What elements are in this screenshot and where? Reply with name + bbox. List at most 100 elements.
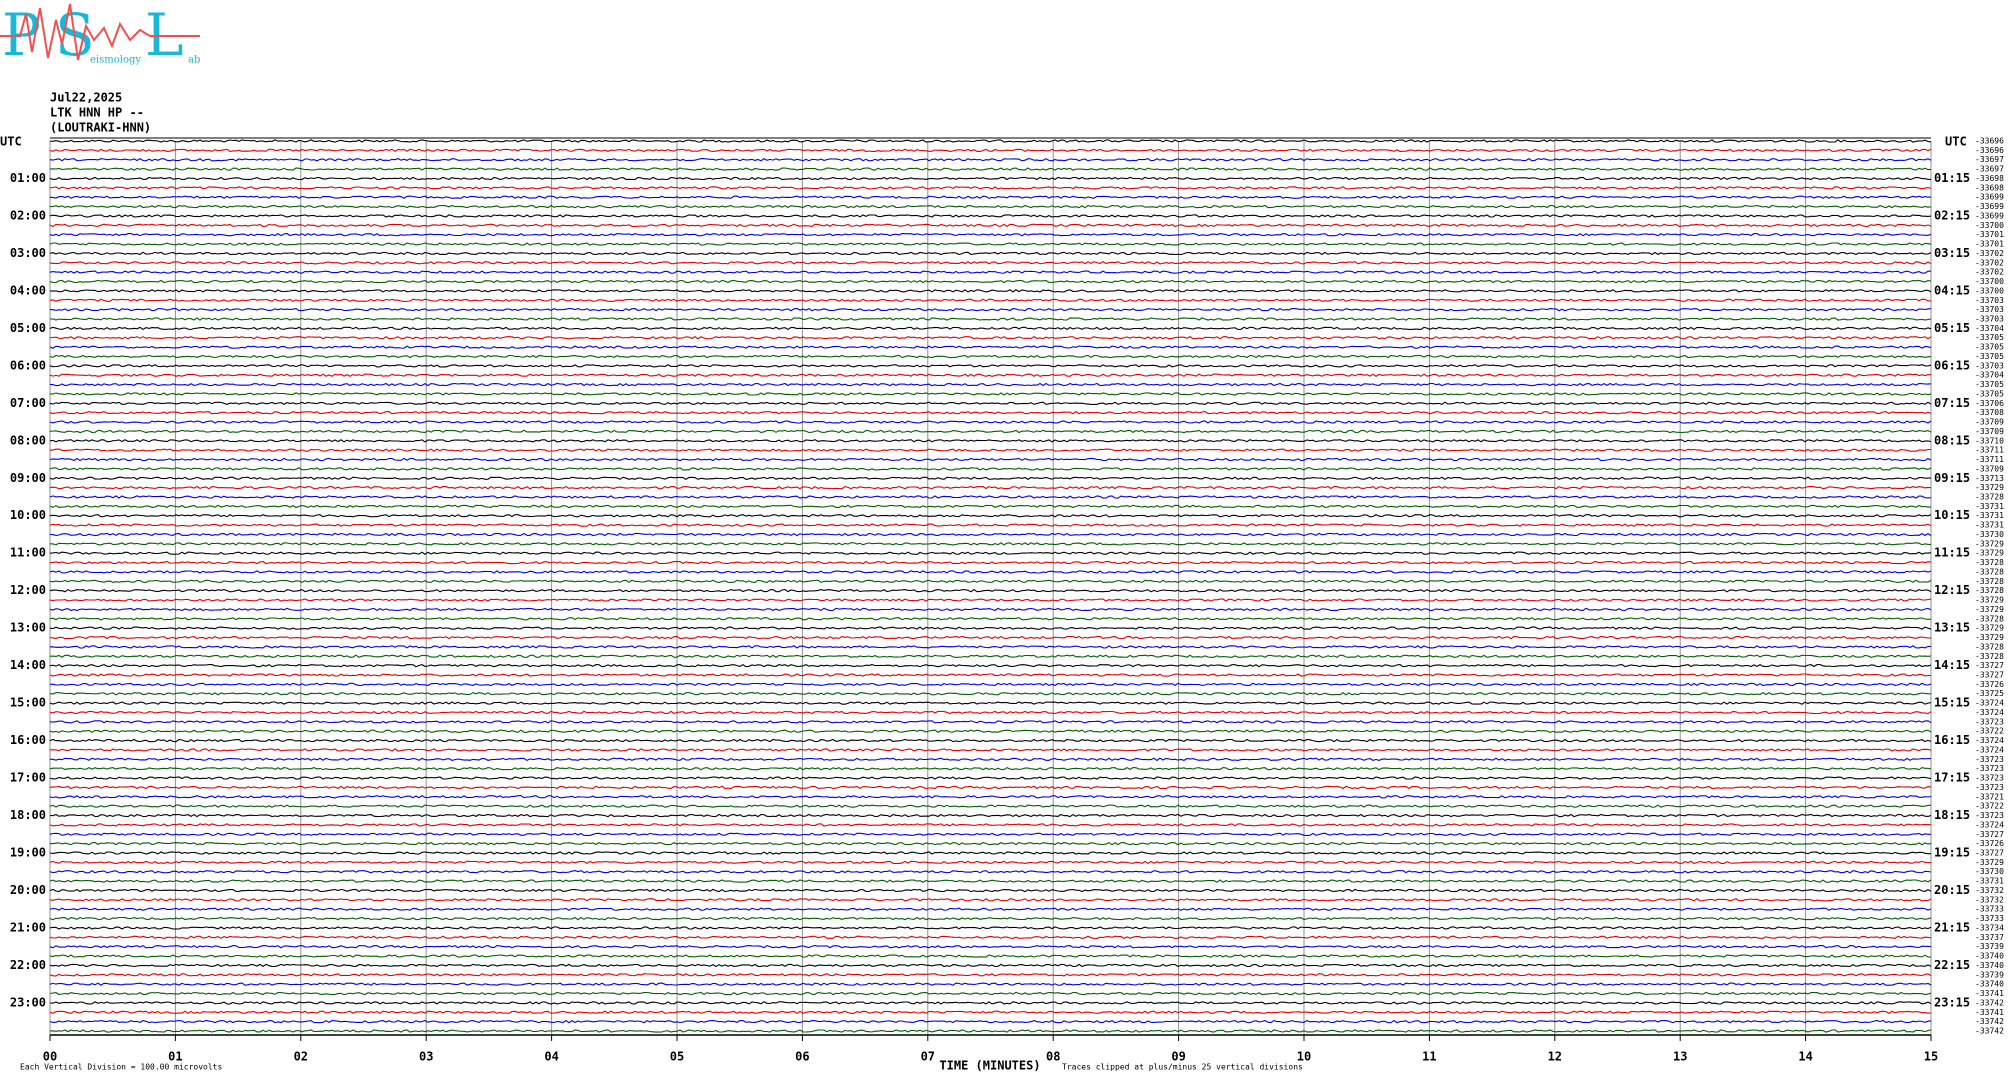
right-hour-label: 17:15 <box>1934 771 1970 785</box>
left-hour-label: 11:00 <box>10 546 46 560</box>
left-hour-label: 20:00 <box>10 883 46 897</box>
trace-offset: -33734 <box>1975 923 2004 932</box>
trace-offset: -33705 <box>1975 343 2004 352</box>
left-hour-label: 13:00 <box>10 621 46 635</box>
trace <box>49 570 1932 574</box>
trace-offset: -33742 <box>1975 998 2004 1007</box>
trace <box>49 326 1932 331</box>
left-hour-label: 02:00 <box>10 208 46 222</box>
header-station: LTK HNN HP -- <box>50 106 144 120</box>
trace-offset: -33728 <box>1975 577 2004 586</box>
trace <box>49 645 1932 649</box>
trace-offset: -33729 <box>1975 624 2004 633</box>
trace <box>49 513 1932 518</box>
trace-offset: -33724 <box>1975 708 2004 717</box>
trace <box>49 654 1932 659</box>
trace <box>49 720 1932 724</box>
trace-offset: -33741 <box>1975 1008 2004 1017</box>
right-hour-label: 07:15 <box>1934 396 1970 410</box>
trace-offset: -33699 <box>1975 202 2004 211</box>
trace-offset: -33703 <box>1975 315 2004 324</box>
trace-offset: -33733 <box>1975 905 2004 914</box>
trace-offset: -33728 <box>1975 567 2004 576</box>
trace-offset: -33701 <box>1975 230 2004 239</box>
trace-offset: -33696 <box>1975 146 2004 155</box>
trace <box>49 261 1932 265</box>
trace-offset: -33721 <box>1975 792 2004 801</box>
logo: P S L eismology ab <box>0 1 200 69</box>
trace <box>49 785 1932 790</box>
trace-offset: -33705 <box>1975 352 2004 361</box>
trace-offset: -33729 <box>1975 483 2004 492</box>
right-hour-label: 01:15 <box>1934 171 1970 185</box>
right-hour-label: 02:15 <box>1934 208 1970 222</box>
trace <box>49 495 1932 499</box>
x-tick-label: 14 <box>1798 1050 1812 1064</box>
right-hour-label: 18:15 <box>1934 808 1970 822</box>
trace-offset: -33709 <box>1975 418 2004 427</box>
x-axis-label: TIME (MINUTES) <box>939 1059 1040 1073</box>
trace-offset: -33704 <box>1975 324 2004 333</box>
x-tick-label: 13 <box>1673 1050 1687 1064</box>
x-tick-label: 01 <box>168 1050 182 1064</box>
trace-offset: -33700 <box>1975 221 2004 230</box>
trace-offset: -33701 <box>1975 240 2004 249</box>
trace <box>49 242 1932 246</box>
trace-offset: -33697 <box>1975 165 2004 174</box>
trace <box>49 729 1932 733</box>
trace <box>49 139 1932 143</box>
trace <box>49 429 1932 434</box>
trace <box>49 382 1932 387</box>
trace-offset: -33728 <box>1975 493 2004 502</box>
trace <box>49 635 1932 640</box>
trace <box>49 439 1932 443</box>
trace <box>49 766 1932 771</box>
right-hour-label: 03:15 <box>1934 246 1970 260</box>
x-tick-label: 04 <box>544 1050 558 1064</box>
left-hour-label: 05:00 <box>10 321 46 335</box>
trace <box>49 832 1931 836</box>
left-hour-label: 09:00 <box>10 471 46 485</box>
trace <box>49 795 1932 799</box>
trace <box>49 888 1932 893</box>
trace <box>49 373 1931 377</box>
trace <box>49 270 1932 274</box>
trace-offset: -33696 <box>1975 137 2004 146</box>
right-hour-label: 10:15 <box>1934 508 1970 522</box>
trace <box>49 485 1932 490</box>
trace-offset: -33729 <box>1975 539 2004 548</box>
left-hour-label: 16:00 <box>10 733 46 747</box>
left-hour-label: 08:00 <box>10 433 46 447</box>
trace <box>49 813 1932 818</box>
x-tick-label: 05 <box>670 1050 684 1064</box>
logo-word: eismology <box>90 55 141 66</box>
right-hour-label: 05:15 <box>1934 321 1970 335</box>
trace <box>50 757 1932 762</box>
trace-offset: -33723 <box>1975 755 2004 764</box>
trace <box>49 588 1932 593</box>
trace-offset: -33728 <box>1975 642 2004 651</box>
trace-offset: -33726 <box>1975 680 2004 689</box>
trace-offset: -33729 <box>1975 596 2004 605</box>
trace <box>49 523 1932 527</box>
trace <box>49 448 1931 452</box>
trace <box>49 420 1932 424</box>
trace <box>49 214 1932 218</box>
trace-offset: -33730 <box>1975 530 2004 539</box>
trace-offset: -33713 <box>1975 474 2004 483</box>
trace-offset: -33732 <box>1975 895 2004 904</box>
trace-offset: -33698 <box>1975 174 2004 183</box>
right-hour-label: 15:15 <box>1934 696 1970 710</box>
trace <box>49 701 1932 705</box>
trace <box>49 982 1932 986</box>
right-hour-label: 22:15 <box>1934 958 1970 972</box>
trace <box>49 954 1932 958</box>
trace-offset: -33724 <box>1975 745 2004 754</box>
trace <box>50 841 1932 846</box>
left-hour-label: 23:00 <box>10 995 46 1009</box>
trace <box>49 148 1932 153</box>
trace <box>49 973 1932 977</box>
trace-offset: -33728 <box>1975 614 2004 623</box>
trace-offset: -33722 <box>1975 727 2004 736</box>
trace <box>49 232 1932 237</box>
